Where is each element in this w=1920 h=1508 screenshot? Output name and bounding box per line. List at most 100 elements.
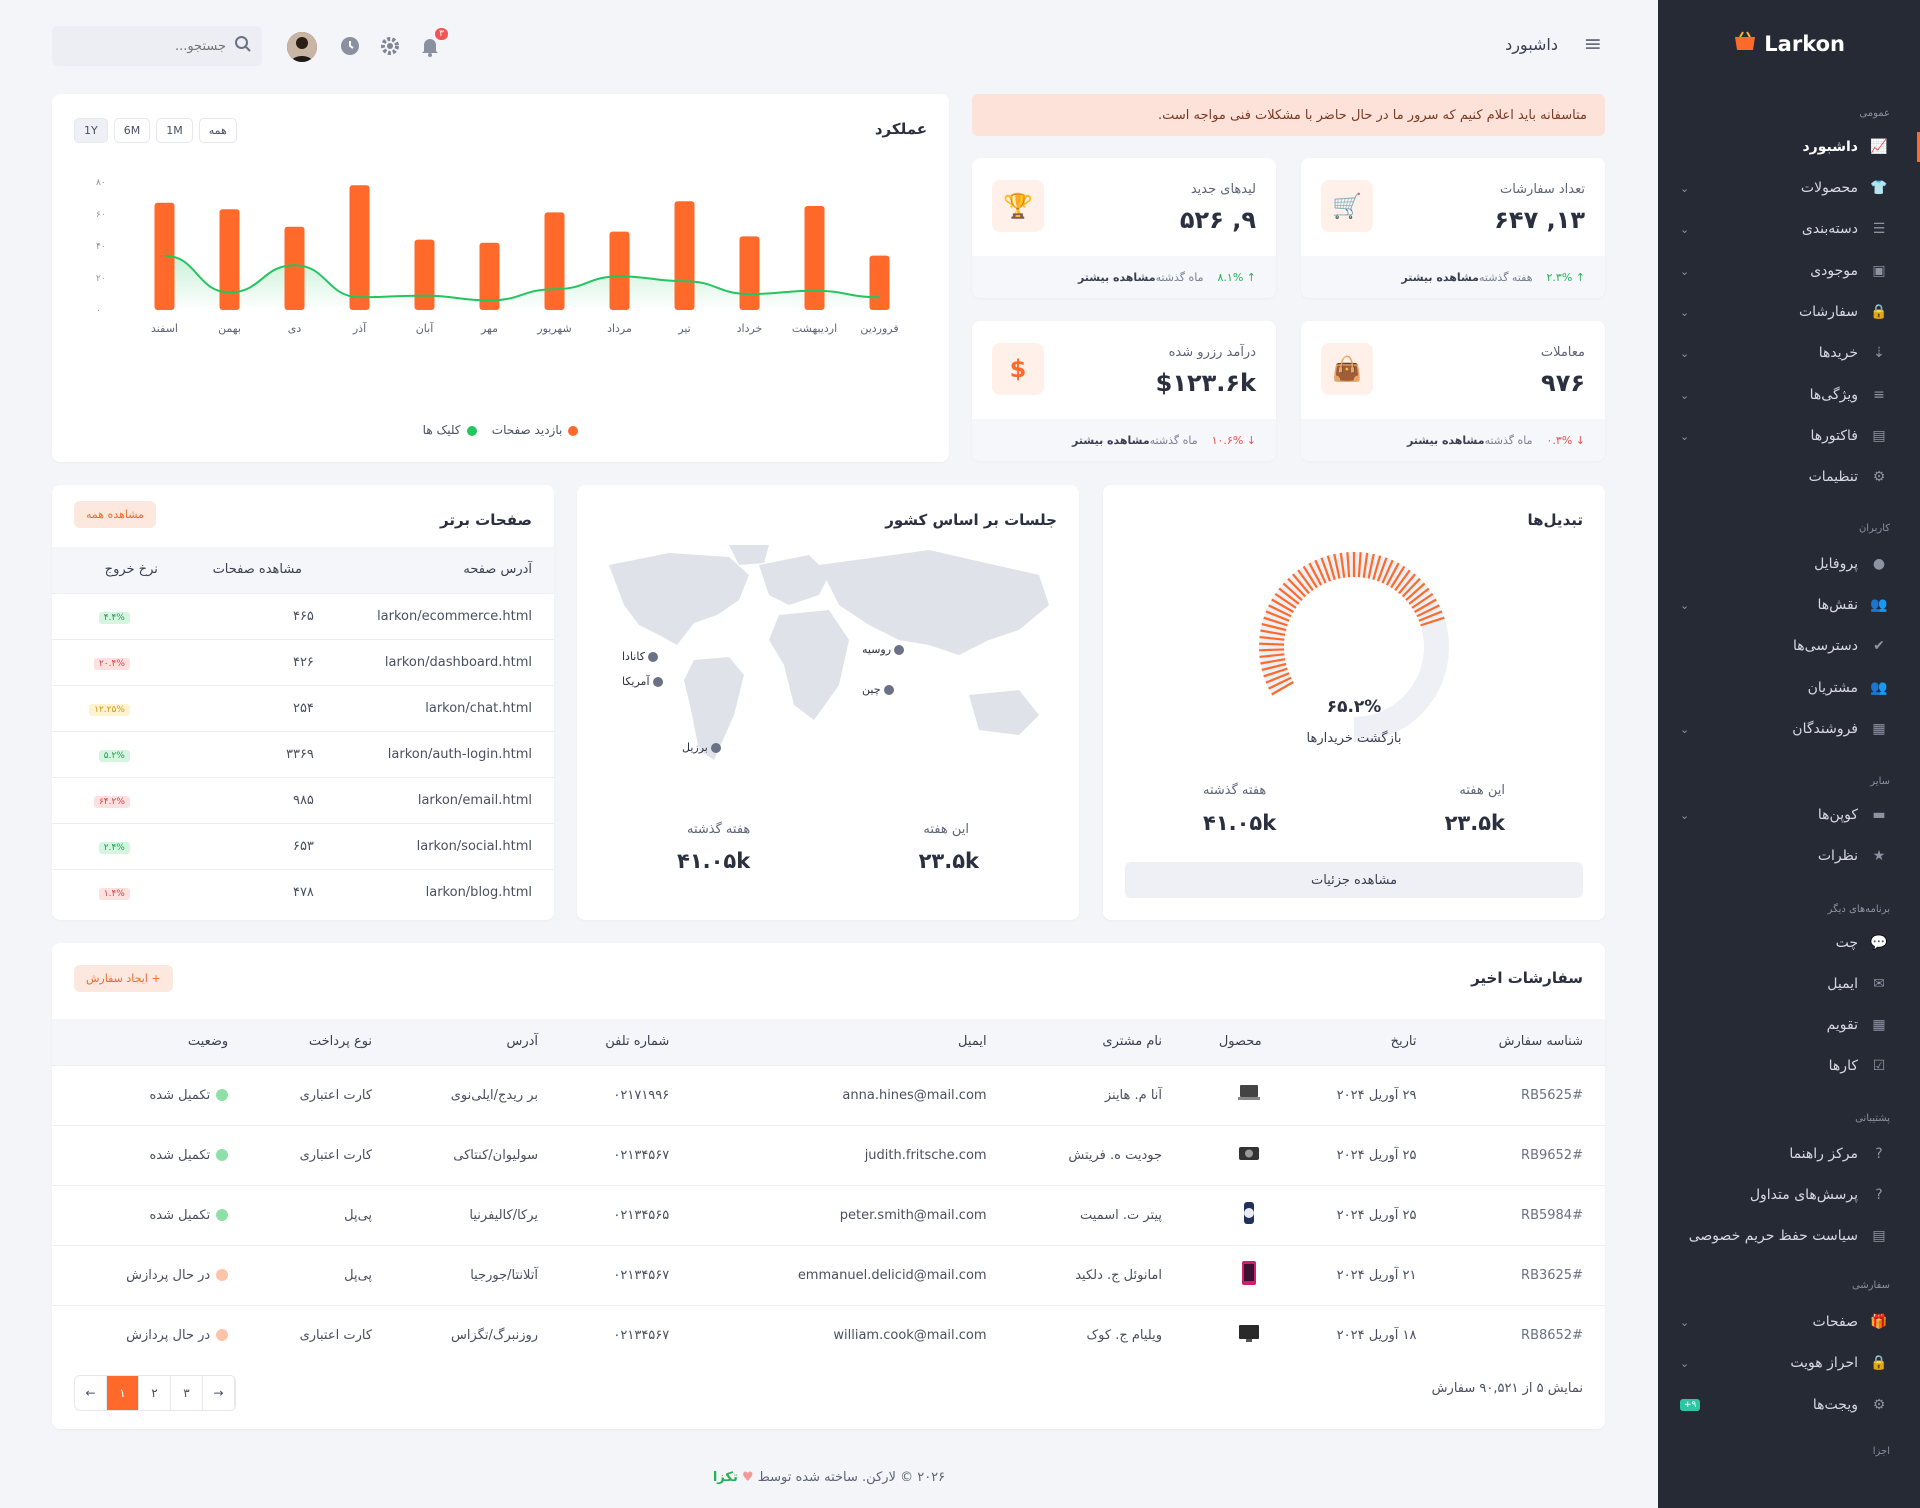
page-button-1[interactable]: ۲ [139,1376,171,1410]
order-email[interactable]: anna.hines@mail.com [681,1064,999,1125]
table-row[interactable]: #RB9652 ۲۵ آوریل ۲۰۲۴ جودیت ه. فریتش judith… [52,1124,1605,1185]
sidebar-item-11[interactable]: ✔ دسترسی‌ها [1680,631,1890,661]
sidebar-item-22[interactable]: ▤ سیاست حفظ حریم خصوصی [1680,1221,1890,1251]
bar-10[interactable] [219,209,240,310]
map-marker-0[interactable]: کانادا [622,650,658,663]
sidebar-item-21[interactable]: ? پرسش‌های متداول [1680,1180,1890,1210]
range-button-0[interactable]: همه [198,118,237,143]
next-page-icon[interactable]: → [203,1376,235,1410]
bar-5[interactable] [544,212,565,310]
bar-2[interactable] [739,236,760,310]
map-marker-3[interactable]: روسیه [862,643,905,656]
sidebar-item-15[interactable]: ★ نظرات [1680,841,1890,871]
table-row[interactable]: larkon/auth-login.html ۳۳۶۹ ۵.۲% [52,730,554,777]
footer-author[interactable]: تکزا [712,1470,738,1485]
sidebar-item-10[interactable]: 👥 نقش‌ها ⌄ [1680,590,1890,620]
sidebar-item-19[interactable]: ☑ کارها [1680,1051,1890,1081]
bar-3[interactable] [674,201,695,310]
sidebar-item-1[interactable]: 👕 محصولات ⌄ [1680,173,1890,203]
sidebar-item-0[interactable]: 📈 داشبورد [1680,132,1890,162]
see-more-link[interactable]: مشاهده بیشتر [1072,433,1150,447]
sidebar-item-18[interactable]: ▦ تقویم [1680,1010,1890,1040]
range-button-3[interactable]: 1Y [74,118,108,143]
range-button-1[interactable]: 1M [156,118,193,143]
page-url[interactable]: larkon/chat.html [313,684,554,731]
order-id[interactable]: #RB3625 [1428,1244,1605,1305]
order-id[interactable]: #RB5625 [1428,1064,1605,1125]
legend-item-views[interactable]: بازدید صفحات [492,423,579,437]
order-email[interactable]: peter.smith@mail.com [681,1184,999,1245]
sidebar-item-14[interactable]: ▬ کوپن‌ها ⌄ [1680,800,1890,830]
avatar[interactable] [287,32,317,62]
map-marker-2[interactable]: برزیل [682,741,721,754]
bell-icon[interactable]: ۳ [416,28,448,60]
view-details-button[interactable]: مشاهده جزئیات [1125,862,1583,898]
brand-logo[interactable]: Larkon [1658,30,1920,57]
menu-toggle-icon[interactable]: ≡ [1583,32,1602,57]
create-order-button[interactable]: + ایجاد سفارش [74,965,173,992]
sidebar-item-9[interactable]: ● پروفایل [1680,549,1890,579]
bar-8[interactable] [349,185,370,310]
table-row[interactable]: #RB5625 ۲۹ آوریل ۲۰۲۴ آنا م. هاینز anna.hin… [52,1064,1605,1125]
table-row[interactable]: larkon/email.html ۹۸۵ ۶۴.۲% [52,776,554,823]
see-more-link[interactable]: مشاهده بیشتر [1077,270,1156,284]
table-row[interactable]: larkon/ecommerce.html ۴۶۵ ۴.۴% [52,592,554,639]
bar-4[interactable] [609,231,630,310]
table-row[interactable]: larkon/blog.html ۴۷۸ ۱.۴% [52,868,554,915]
sidebar-item-24[interactable]: 🔒 احراز هویت ⌄ [1680,1348,1890,1378]
sidebar-item-3[interactable]: ▣ موجودی ⌄ [1680,256,1890,286]
table-row[interactable]: larkon/social.html ۶۵۳ ۲.۴% [52,822,554,869]
bar-9[interactable] [284,226,305,310]
sidebar-item-5[interactable]: ⇣ خریدها ⌄ [1680,338,1890,368]
sidebar-item-25[interactable]: ⚙ ویجت‌ها ۹+ [1680,1390,1890,1420]
map-marker-4[interactable]: چین [862,683,894,696]
order-id[interactable]: #RB5984 [1428,1184,1605,1245]
bar-6[interactable] [479,242,500,310]
sidebar-item-4[interactable]: 🔒 سفارشات ⌄ [1680,297,1890,327]
table-row[interactable]: larkon/dashboard.html ۴۲۶ ۲۰.۴% [52,638,554,685]
sidebar-item-17[interactable]: ✉ ایمیل [1680,969,1890,999]
bar-0[interactable] [869,255,890,310]
page-url[interactable]: larkon/auth-login.html [313,730,554,777]
view-all-button[interactable]: مشاهده همه [74,501,156,528]
order-id[interactable]: #RB8652 [1428,1304,1605,1365]
clock-icon[interactable] [336,32,364,60]
table-row[interactable]: #RB8652 ۱۸ آوریل ۲۰۲۴ ویلیام ج. کوک william… [52,1304,1605,1365]
bar-1[interactable] [804,206,825,310]
table-row[interactable]: #RB3625 ۲۱ آوریل ۲۰۲۴ امانوئل ج. دلکید emma… [52,1244,1605,1305]
order-id[interactable]: #RB9652 [1428,1124,1605,1185]
range-button-2[interactable]: 6M [113,118,151,143]
see-more-link[interactable]: مشاهده بیشتر [1401,270,1479,284]
order-email[interactable]: judith.fritsche.com [681,1124,999,1185]
bar-7[interactable] [414,239,435,310]
order-email[interactable]: william.cook@mail.com [681,1304,999,1365]
page-url[interactable]: larkon/blog.html [313,868,554,915]
page-button-0[interactable]: ۱ [107,1376,139,1410]
sidebar-item-8[interactable]: ⚙ تنظیمات [1680,462,1890,492]
moon-icon[interactable] [456,32,484,60]
sidebar-item-20[interactable]: ? مرکز راهنما [1680,1139,1890,1169]
map-marker-1[interactable]: آمریکا [622,675,663,688]
search-box[interactable] [52,26,262,66]
order-email[interactable]: emmanuel.delicid@mail.com [681,1244,999,1305]
sidebar-item-13[interactable]: ▦ فروشندگان ⌄ [1680,714,1890,744]
sidebar-item-6[interactable]: ≡ ویژگی‌ها ⌄ [1680,380,1890,410]
page-url[interactable]: larkon/ecommerce.html [313,592,554,639]
sidebar-item-7[interactable]: ▤ فاکتورها ⌄ [1680,421,1890,451]
legend-item-clicks[interactable]: کلیک ها [423,423,477,437]
sidebar-item-2[interactable]: ☰ دسته‌بندی ⌄ [1680,214,1890,244]
table-row[interactable]: larkon/chat.html ۲۵۴ ۱۲.۲۵% [52,684,554,731]
search-input[interactable] [76,38,226,54]
page-url[interactable]: larkon/email.html [313,776,554,823]
gear-icon[interactable] [376,32,404,60]
table-row[interactable]: #RB5984 ۲۵ آوریل ۲۰۲۴ پیتر ت. اسمیت peter.s… [52,1184,1605,1245]
sidebar-item-16[interactable]: 💬 چت [1680,928,1890,958]
page-url[interactable]: larkon/social.html [313,822,554,869]
sidebar-item-23[interactable]: 🎁 صفحات ⌄ [1680,1307,1890,1337]
search-icon[interactable] [234,35,252,57]
page-button-2[interactable]: ۳ [171,1376,203,1410]
page-url[interactable]: larkon/dashboard.html [313,638,554,685]
see-more-link[interactable]: مشاهده بیشتر [1406,433,1485,447]
prev-page-icon[interactable]: ← [75,1376,107,1410]
sidebar-item-12[interactable]: 👥 مشتریان [1680,673,1890,703]
